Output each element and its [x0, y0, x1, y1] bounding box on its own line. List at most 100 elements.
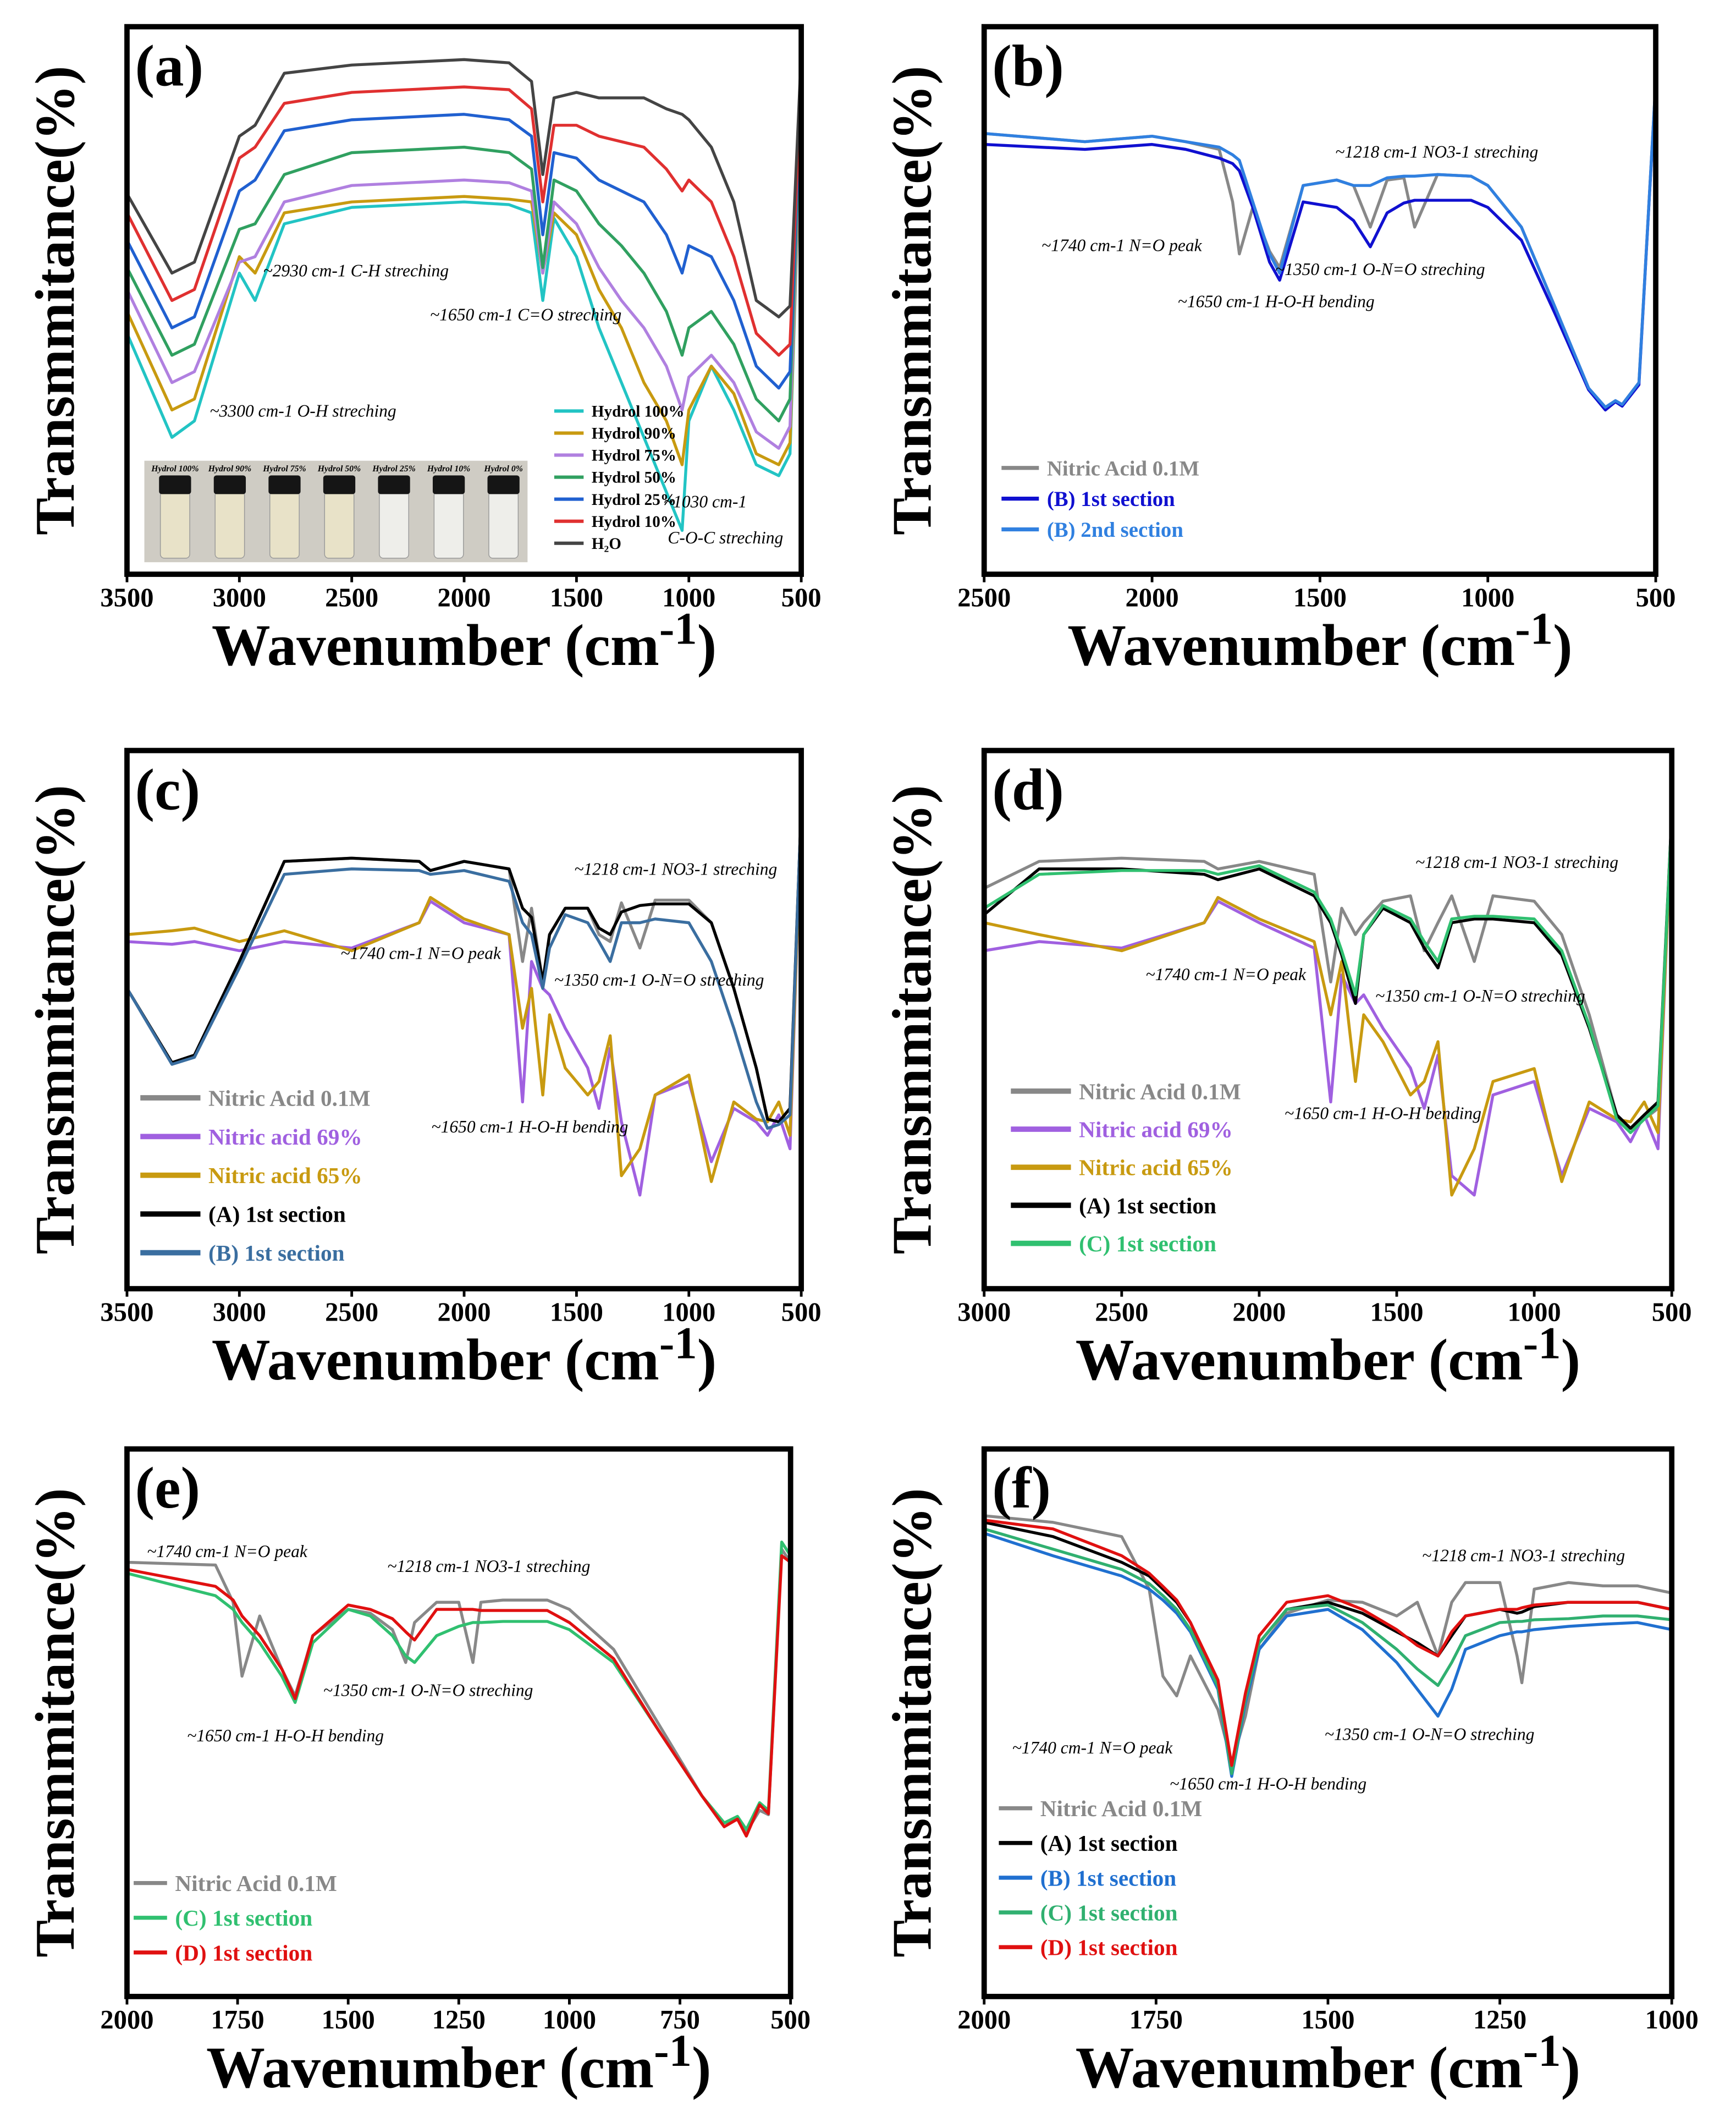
x-axis-label-part: Wavenumber (cm: [1076, 1328, 1523, 1393]
series-line: [125, 808, 803, 1130]
series-line: [125, 103, 803, 466]
legend-label: Nitric acid 65%: [1079, 1155, 1233, 1180]
annotation: ~1740 cm-1 N=O peak: [1012, 1738, 1173, 1757]
x-tick-label: 1000: [662, 582, 715, 612]
x-axis-label-part: Wavenumber (cm: [206, 2036, 654, 2100]
panel-label: (a): [135, 34, 204, 98]
series-line: [984, 1519, 1672, 1767]
x-tick-label: 2000: [437, 1297, 491, 1327]
annotation: ~1218 cm-1 NO3-1 streching: [387, 1557, 590, 1576]
annotation: ~1740 cm-1 N=O peak: [147, 1542, 308, 1561]
annotation: ~1218 cm-1 NO3-1 streching: [1335, 142, 1538, 162]
vial-body: [214, 491, 245, 559]
series-line: [983, 1527, 1672, 1775]
x-tick-label: 3000: [213, 1297, 266, 1327]
series-line: [984, 84, 1657, 412]
x-axis-label: Wavenumber (cm-1): [1076, 2025, 1580, 2100]
x-tick-label: 500: [781, 1297, 822, 1327]
annotation: ~1350 cm-1 O-N=O streching: [1275, 260, 1485, 279]
x-axis-label-part: -1: [1523, 2025, 1561, 2076]
x-axis-label-part: ): [1561, 1328, 1581, 1393]
x-tick-label: 2000: [1126, 582, 1179, 612]
series-line: [125, 97, 803, 450]
x-tick-label: 1000: [543, 2005, 596, 2034]
annotation: ~1218 cm-1 NO3-1 streching: [1415, 853, 1618, 872]
x-axis-label: Wavenumber (cm-1): [212, 603, 717, 678]
series-line: [126, 815, 803, 1183]
annotation: ~1740 cm-1 N=O peak: [1041, 235, 1203, 255]
series-line: [125, 54, 803, 318]
legend-label: Hydrol 25%: [592, 491, 676, 509]
legend-label: Nitric Acid 0.1M: [208, 1085, 371, 1110]
panel-label: (b): [992, 34, 1064, 98]
photo-label: Hydrol 50%: [317, 464, 361, 474]
x-tick-label: 3500: [100, 1297, 153, 1327]
annotation: ~1740 cm-1 N=O peak: [1146, 965, 1307, 984]
vial-cap: [487, 475, 520, 494]
x-axis-label-part: ): [697, 1328, 717, 1393]
annotation: ~1740 cm-1 N=O peak: [340, 943, 501, 963]
x-tick-label: 3000: [957, 1297, 1011, 1327]
legend-label: (C) 1st section: [175, 1905, 312, 1931]
legend-label: (D) 1st section: [175, 1940, 312, 1966]
panel: 3000 2500 2000 1500 1000 500 (d) Transmmitance(…: [881, 747, 1692, 1393]
y-axis-label: Transmmitance(%): [881, 66, 944, 535]
series-line: [126, 1554, 792, 1838]
panel: 2000 1750 1500 1250 1000 750 500 (e) Transmmitan…: [24, 1446, 811, 2100]
vial-cap: [213, 475, 246, 494]
legend-label: Nitric Acid 0.1M: [175, 1871, 337, 1896]
x-tick-label: 1250: [1473, 2005, 1526, 2034]
x-tick-label: 1000: [1645, 2005, 1699, 2034]
photo-label: Hydrol 0%: [483, 464, 523, 474]
annotation: ~1350 cm-1 O-N=O streching: [1325, 1725, 1535, 1744]
x-axis-label-part: -1: [659, 603, 697, 653]
annotation: ~1030 cm-1: [664, 492, 747, 512]
x-tick-label: 3500: [100, 582, 153, 612]
annotation: ~1650 cm-1 H-O-H bending: [1170, 1774, 1366, 1794]
series-line: [983, 1532, 1672, 1778]
annotation: ~1350 cm-1 O-N=O streching: [554, 970, 764, 989]
panel: 2500 2000 1500 1000 500 (b) Transmmitance(%) Wa…: [881, 24, 1676, 678]
photo-label: Hydrol 10%: [427, 464, 470, 474]
legend-label: (A) 1st section: [1040, 1830, 1178, 1856]
series-line: [126, 815, 803, 1197]
x-axis-label: Wavenumber (cm-1): [1067, 603, 1572, 678]
vial-cap: [159, 475, 191, 494]
series-line: [984, 1521, 1672, 1771]
annotation: C-O-C streching: [668, 528, 783, 547]
x-axis-label-part: Wavenumber (cm: [1067, 613, 1515, 678]
series-line: [984, 817, 1673, 1197]
x-tick-label: 2500: [325, 1297, 378, 1327]
x-tick-label: 500: [781, 582, 822, 612]
x-tick-label: 1250: [432, 2005, 486, 2034]
series-line: [983, 817, 1673, 1134]
x-tick-label: 1750: [211, 2005, 264, 2034]
legend-label: (A) 1st section: [1079, 1193, 1216, 1219]
panel-label: (d): [992, 757, 1064, 822]
x-tick-label: 1000: [1508, 1297, 1561, 1327]
vial-body: [433, 491, 464, 559]
y-axis-label: Transmmitance(%): [881, 1488, 944, 1957]
vial-body: [324, 491, 355, 559]
vial-cap: [323, 475, 356, 494]
x-tick-label: 500: [1652, 1297, 1692, 1327]
annotation: ~1218 cm-1 NO3-1 streching: [1422, 1546, 1625, 1565]
legend-label: Nitric Acid 0.1M: [1040, 1796, 1203, 1821]
annotation: ~1650 cm-1 H-O-H bending: [1285, 1104, 1481, 1123]
vial-body: [379, 491, 409, 559]
x-tick-label: 2500: [957, 582, 1011, 612]
x-tick-label: 1500: [1370, 1297, 1423, 1327]
annotation: ~2930 cm-1 C-H streching: [263, 261, 449, 281]
x-tick-label: 3000: [213, 582, 266, 612]
x-tick-label: 2000: [100, 2005, 153, 2034]
x-tick-label: 1500: [322, 2005, 375, 2034]
panel-label: (e): [135, 1456, 201, 1521]
legend-label: Nitric Acid 0.1M: [1047, 457, 1199, 480]
legend-label: Nitric acid 65%: [208, 1163, 362, 1188]
y-axis-label: Transmmitance(%): [24, 1488, 86, 1957]
legend-label: (B) 1st section: [208, 1240, 345, 1266]
x-tick-label: 1500: [1301, 2005, 1354, 2034]
legend-label: Hydrol 50%: [592, 469, 676, 487]
legend-label: (D) 1st section: [1040, 1935, 1178, 1961]
